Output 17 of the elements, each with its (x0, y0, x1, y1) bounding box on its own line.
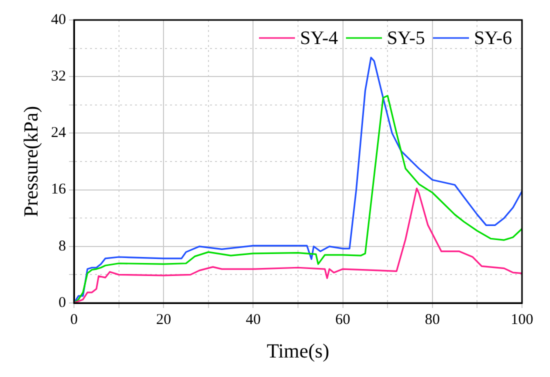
x-tick-label: 60 (335, 312, 350, 328)
x-tick-label: 20 (156, 312, 172, 328)
y-tick-label: 0 (58, 294, 66, 311)
x-axis-title: Time(s) (266, 340, 330, 362)
x-tick-label: 80 (424, 312, 440, 328)
legend-label: SY-5 (386, 28, 425, 49)
x-tick-label: 100 (510, 312, 534, 328)
y-tick-label: 16 (51, 182, 66, 198)
x-tick-label: 0 (70, 312, 78, 328)
y-tick-label: 24 (51, 125, 66, 142)
y-axis-title: Pressure(kPa) (20, 106, 42, 218)
y-tick-label: 32 (51, 68, 66, 85)
legend-label: SY-6 (474, 28, 512, 49)
y-tick-label: 40 (51, 12, 66, 28)
x-tick-label: 40 (246, 312, 261, 328)
y-tick-label: 8 (58, 238, 66, 254)
legend-label: SY-4 (300, 28, 338, 49)
